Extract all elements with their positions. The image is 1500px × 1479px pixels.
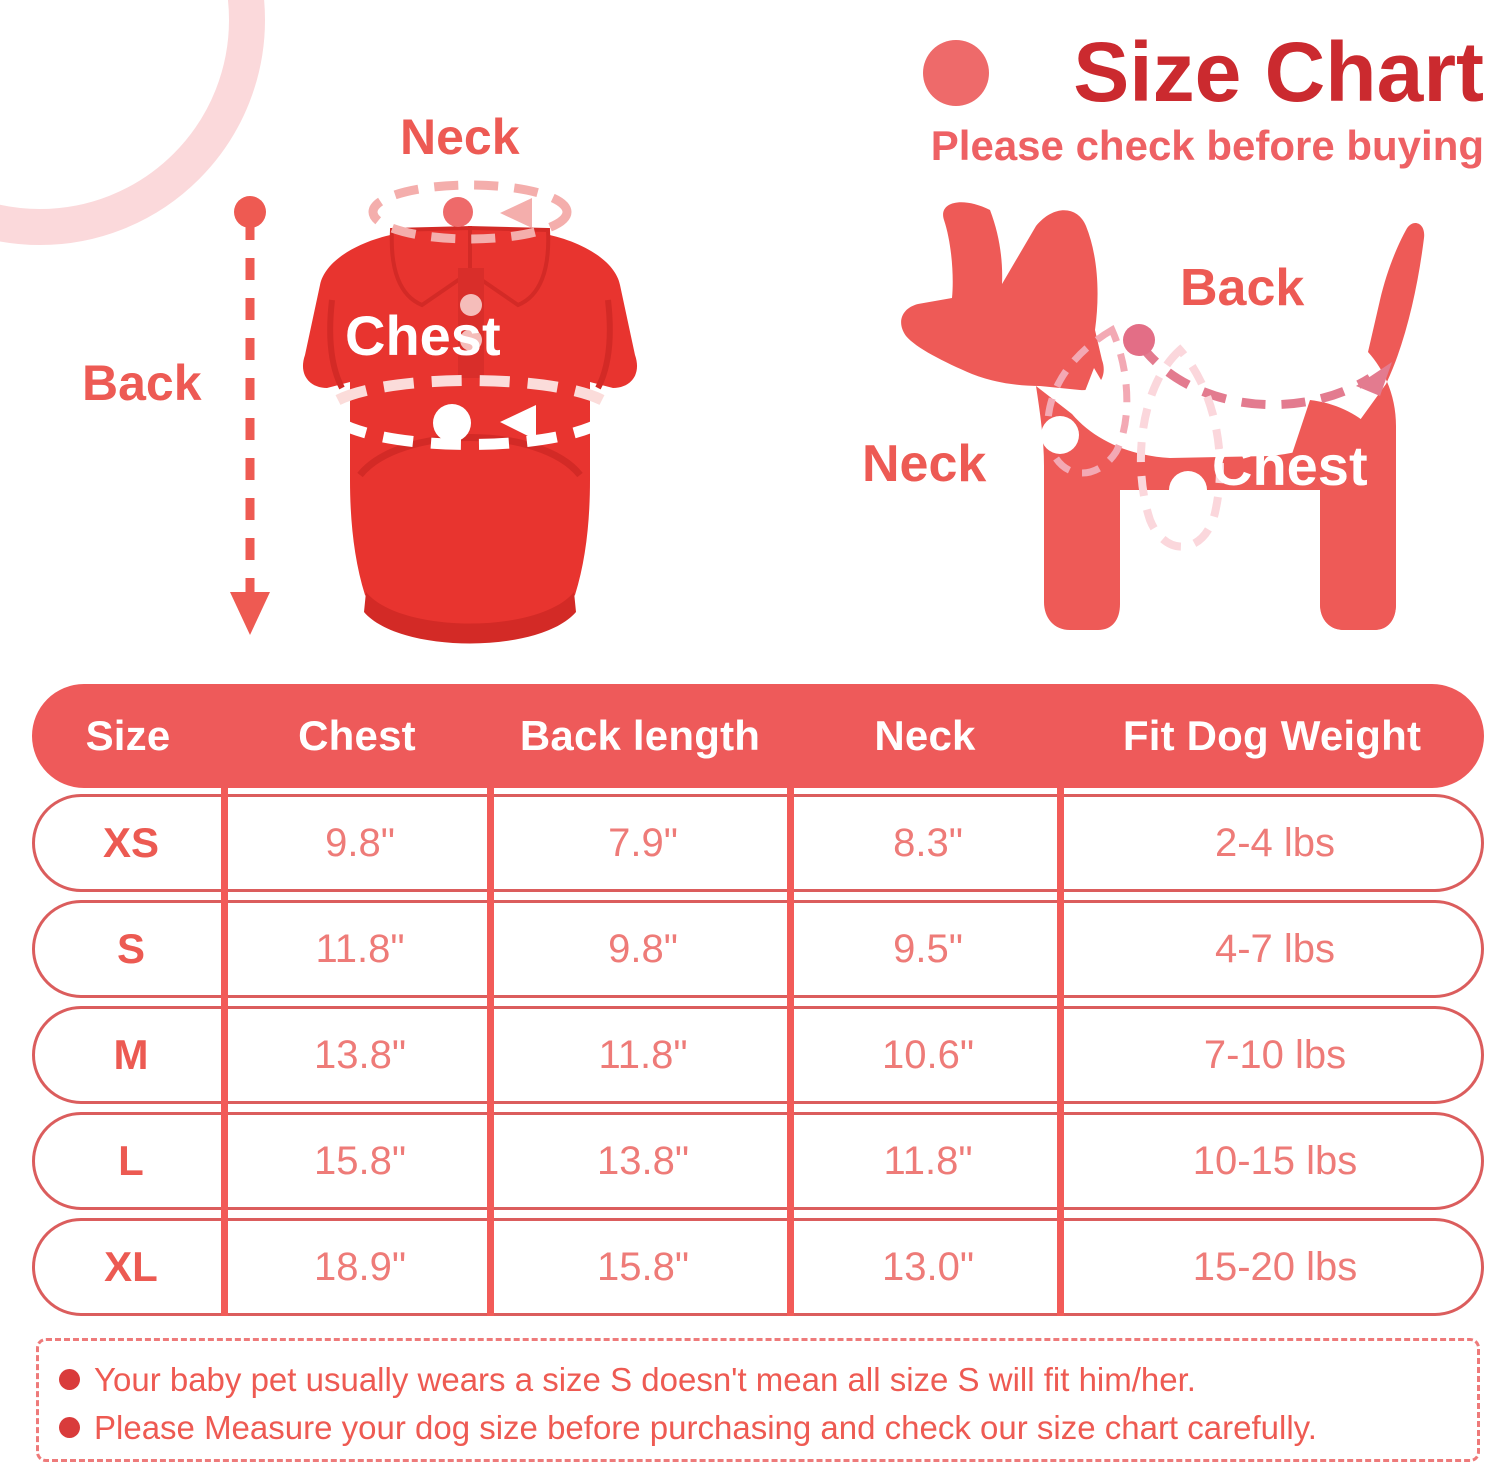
- table-cell-size: L: [118, 1137, 144, 1184]
- dog-label-chest: Chest: [1212, 434, 1368, 497]
- polo-shirt-svg: [230, 180, 638, 644]
- dog-silhouette-svg: [901, 202, 1425, 630]
- dog-label-neck: Neck: [862, 435, 987, 493]
- notes-box: Your baby pet usually wears a size S doe…: [36, 1338, 1480, 1462]
- table-cell-value: 13.8": [596, 1138, 690, 1183]
- table-header-cell-size: Size: [85, 712, 171, 759]
- table-cell-value: 10.6": [881, 1032, 975, 1077]
- note-item: Please Measure your dog size before purc…: [59, 1403, 1477, 1451]
- neck-measure-loop: [1041, 325, 1131, 477]
- table-cell-size: XS: [102, 819, 160, 866]
- table-cell-size: S: [116, 925, 145, 972]
- table-column-divider-4: [1057, 788, 1064, 1316]
- table-cell-value: 13.8": [313, 1032, 407, 1077]
- page-title: Size Chart: [1073, 25, 1484, 119]
- garment-illustration: Neck Chest Back: [70, 100, 690, 660]
- table-cell-value: 13.0": [881, 1244, 975, 1289]
- table-cell-value: 15.8": [313, 1138, 407, 1183]
- table-cell-value: 15.8": [596, 1244, 690, 1289]
- chest-measure-loop: [1136, 344, 1224, 551]
- table-cell-value: 10-15 lbs: [1192, 1138, 1358, 1183]
- table-cell-size: M: [113, 1031, 149, 1078]
- note-item: Your baby pet usually wears a size S doe…: [59, 1355, 1477, 1403]
- bullet-icon: [59, 1368, 80, 1390]
- table-cell-value: 9.8": [325, 820, 395, 865]
- table-cell-value: 9.5": [893, 926, 963, 971]
- table-cell-size: XL: [104, 1243, 158, 1290]
- table-row: S 11.8" 9.8" 9.5" 4-7 lbs: [32, 900, 1484, 998]
- table-row: M 13.8" 11.8" 10.6" 7-10 lbs: [32, 1006, 1484, 1104]
- table-header-cell-chest: Chest: [298, 712, 416, 759]
- table-row: L 15.8" 13.8" 11.8" 10-15 lbs: [32, 1112, 1484, 1210]
- back-measure-line: [230, 196, 270, 635]
- table-cell-value: 8.3": [893, 820, 963, 865]
- table-cell-value: 11.8": [315, 926, 405, 971]
- table-header-cell-neck: Neck: [874, 712, 976, 759]
- table-column-divider-3: [787, 788, 794, 1316]
- dog-illustration: Back Neck Chest: [840, 190, 1500, 640]
- garment-label-back: Back: [82, 355, 202, 411]
- table-column-divider-1: [221, 788, 228, 1316]
- table-cell-value: 2-4 lbs: [1214, 820, 1336, 865]
- table-cell-value: 15-20 lbs: [1192, 1244, 1358, 1289]
- title-accent-dot: [922, 40, 989, 106]
- note-text: Please Measure your dog size before purc…: [94, 1408, 1317, 1446]
- table-cell-value: 18.9": [313, 1244, 407, 1289]
- neck-measure-ellipse: [368, 180, 572, 244]
- table-row: XS 9.8" 7.9" 8.3" 2-4 lbs: [32, 794, 1484, 892]
- chest-measure-ellipse: [335, 375, 605, 450]
- shirt-collar: [389, 225, 551, 378]
- bullet-icon: [59, 1416, 80, 1438]
- back-measure-arc: [1123, 324, 1392, 410]
- garment-label-neck: Neck: [400, 109, 520, 165]
- table-cell-value: 9.8": [608, 926, 678, 971]
- dog-label-back: Back: [1180, 259, 1305, 317]
- table-cell-value: 7.9": [608, 820, 678, 865]
- table-row: XL 18.9" 15.8" 13.0" 15-20 lbs: [32, 1218, 1484, 1316]
- table-header-cell-fit-dog-weight: Fit Dog Weight: [1122, 712, 1422, 759]
- table-header-cell-back-length: Back length: [519, 712, 761, 759]
- table-column-divider-2: [487, 788, 494, 1316]
- size-table: Size Chest Back length Neck Fit Dog Weight X…: [32, 684, 1484, 1324]
- table-cell-value: 4-7 lbs: [1214, 926, 1336, 971]
- table-header-row: Size Chest Back length Neck Fit Dog Weight: [32, 684, 1484, 788]
- note-text: Your baby pet usually wears a size S doe…: [94, 1360, 1196, 1398]
- table-cell-value: 7-10 lbs: [1203, 1032, 1347, 1077]
- page-subtitle: Please check before buying: [930, 122, 1484, 169]
- garment-label-chest: Chest: [345, 304, 501, 367]
- table-cell-value: 11.8": [598, 1032, 688, 1077]
- table-body: XS 9.8" 7.9" 8.3" 2-4 lbs S 11.8" 9.8" 9.5" 4-7 l…: [32, 788, 1484, 1316]
- dog-body-shape: [901, 202, 1425, 630]
- table-cell-value: 11.8": [883, 1138, 973, 1183]
- header: Size Chart Please check before buying: [922, 25, 1484, 172]
